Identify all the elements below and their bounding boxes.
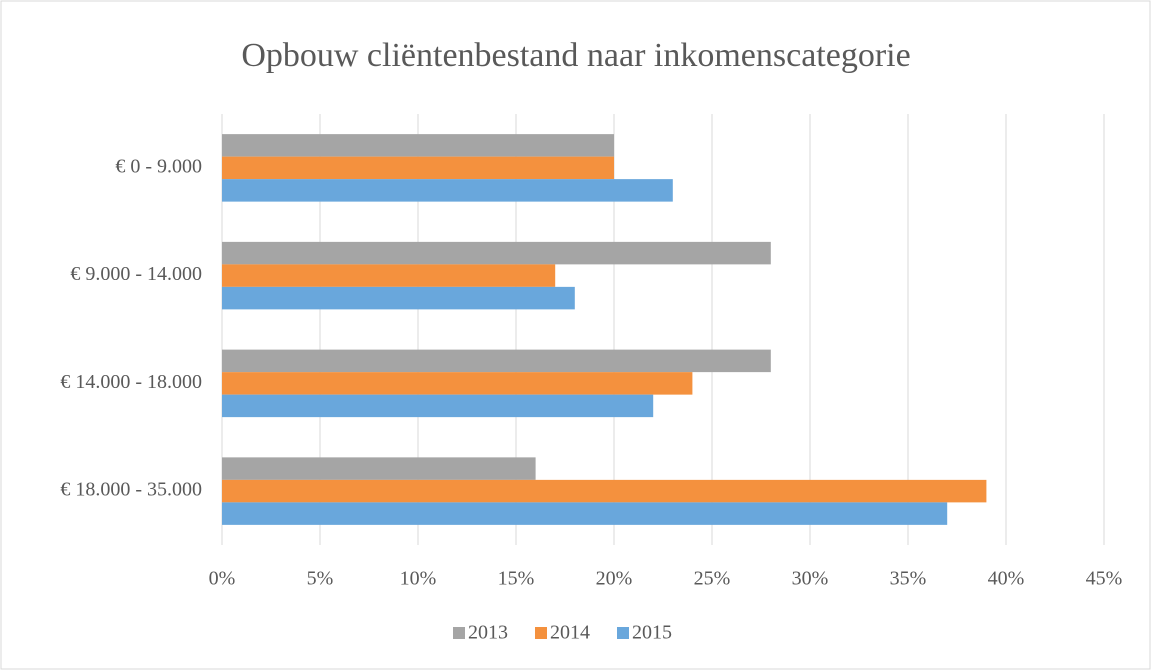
bar [222, 502, 948, 525]
bar [222, 241, 771, 265]
x-tick-label: 0% [209, 568, 236, 590]
y-tick-label: € 0 - 9.000 [115, 155, 202, 177]
legend-swatch [617, 627, 629, 639]
legend-label: 2013 [468, 622, 508, 644]
x-tick-label: 35% [890, 568, 927, 590]
x-tick-label: 25% [694, 568, 731, 590]
x-tick-label: 30% [792, 568, 829, 590]
legend-label: 2015 [632, 622, 672, 644]
bar [222, 286, 575, 310]
bar [222, 264, 556, 287]
x-tick-label: 20% [596, 568, 633, 590]
bar [222, 134, 614, 157]
x-tick-label: 45% [1086, 568, 1123, 590]
y-tick-label: € 9.000 - 14.000 [70, 263, 202, 285]
legend-swatch [535, 627, 547, 639]
x-tick-label: 5% [307, 568, 334, 590]
bar [222, 372, 693, 395]
x-tick-label: 40% [988, 568, 1025, 590]
y-tick-label: € 14.000 - 18.000 [60, 371, 202, 393]
legend-label: 2014 [550, 622, 590, 644]
bar [222, 479, 987, 503]
x-tick-label: 15% [498, 568, 535, 590]
bar [222, 179, 673, 202]
bar [222, 156, 614, 180]
bar [222, 394, 654, 418]
bar [222, 349, 771, 373]
x-tick-label: 10% [400, 568, 437, 590]
legend-swatch [453, 627, 465, 639]
chart-title: Opbouw cliëntenbestand naar inkomenscate… [241, 37, 910, 74]
y-tick-label: € 18.000 - 35.000 [60, 479, 202, 501]
bar [222, 457, 536, 480]
